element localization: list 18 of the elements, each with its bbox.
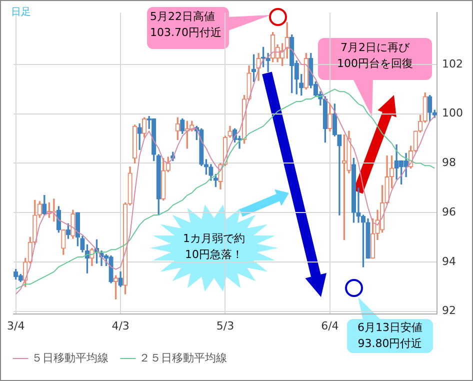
y-tick-label: 102: [442, 57, 464, 70]
y-tick-label: 100: [442, 106, 464, 120]
annotation: 7月2日に再び100円台を回復: [318, 38, 432, 80]
legend-label: ５日移動平均線: [32, 351, 108, 364]
x-tick-label: 3/4: [7, 319, 25, 332]
x-tick-label: 5/3: [216, 319, 234, 332]
text: 6月13日安値 93.80円付近: [347, 319, 433, 353]
annotation: 5月22日高値 103.70円付近: [147, 7, 229, 49]
x-tick-label: 4/3: [112, 319, 130, 332]
y-tick-label: 98: [442, 156, 456, 170]
legend-label: ２５日移動平均線: [139, 351, 227, 364]
y-tick-label: 94: [442, 254, 456, 268]
annotation: 1カ月弱で約10円急落！: [182, 231, 246, 263]
y-tick-label: 92: [442, 304, 456, 318]
annotation: 日足: [11, 6, 31, 20]
y-tick-label: 96: [442, 205, 456, 218]
candlestick: [266, 53, 270, 72]
x-tick-label: 6/4: [321, 319, 339, 332]
